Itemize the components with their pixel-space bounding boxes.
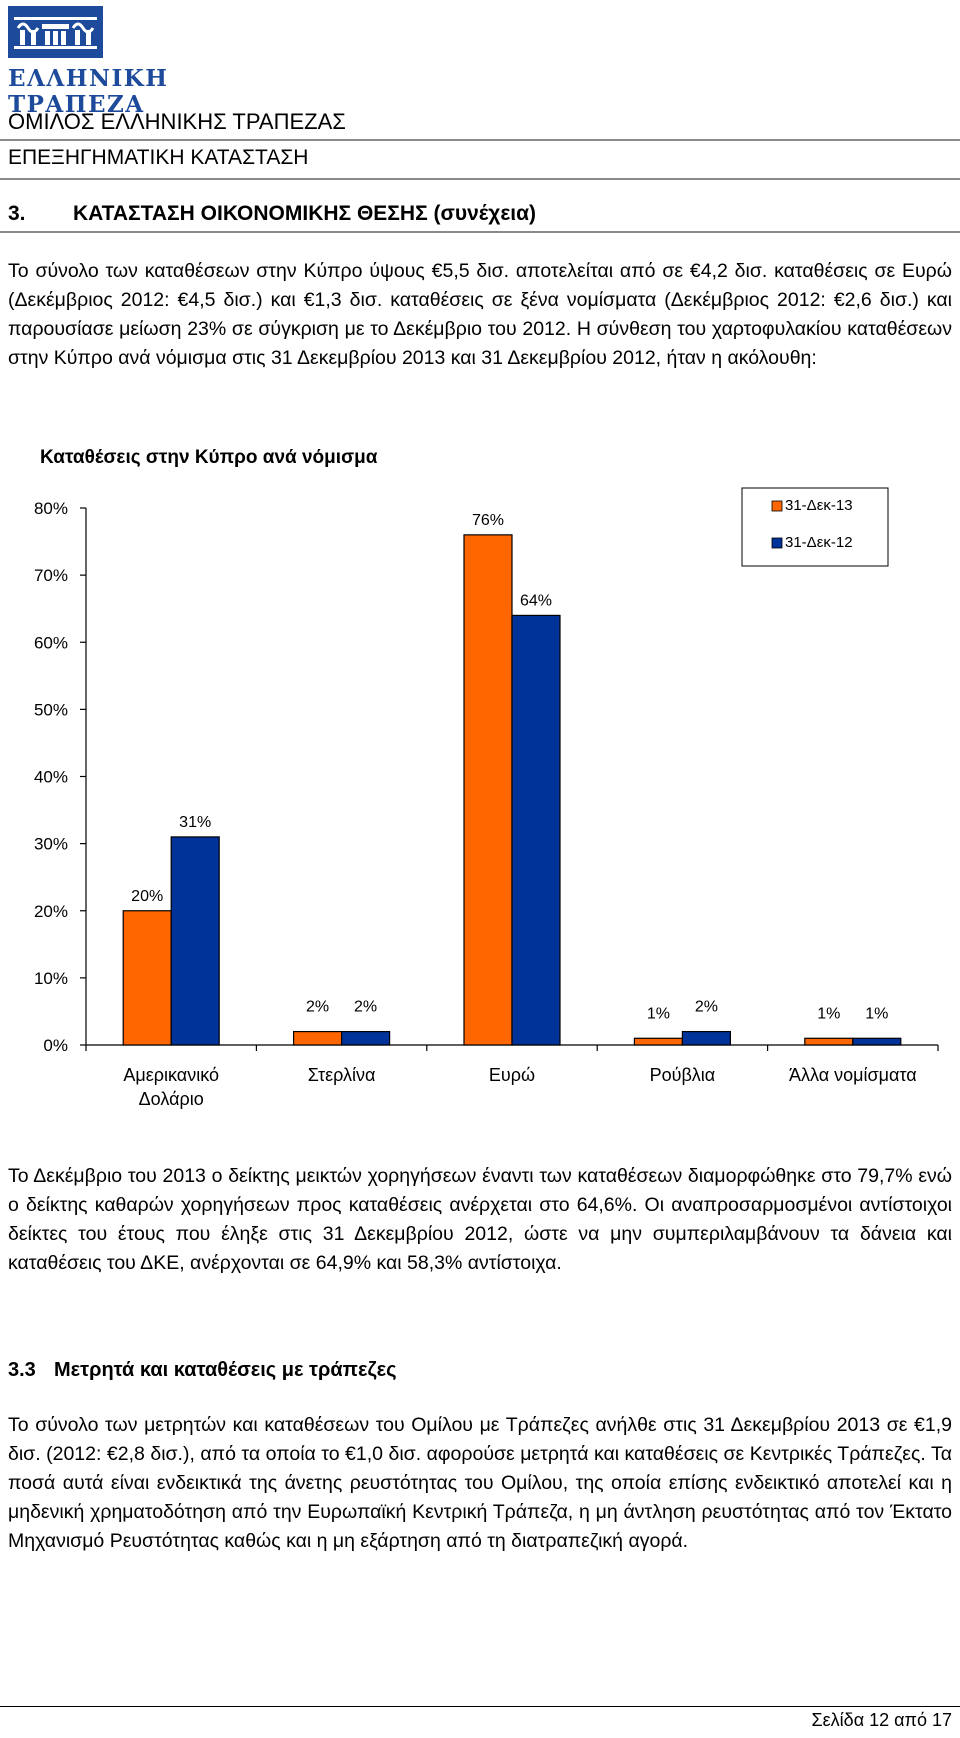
bar-dec13 [122,910,172,1046]
bar-dec12 [170,836,220,1046]
header-divider-bottom [0,178,960,180]
section-number: 3. [8,202,26,225]
y-tick-label: 70% [34,566,68,585]
bar-dec13 [463,534,513,1046]
data-label: 76% [472,512,504,529]
y-tick-label: 50% [34,700,68,719]
legend-swatch [771,537,783,549]
bank-name: ΕΛΛΗΝΙΚΗ ΤΡΑΠΕΖΑ [8,65,169,118]
chart-legend [741,487,889,567]
bar-dec12 [681,1030,732,1046]
legend-label: 31-Δεκ-13 [785,497,853,514]
bar-dec13 [633,1037,684,1046]
legend-label: 31-Δεκ-12 [785,534,853,551]
y-tick-label: 0% [43,1036,68,1055]
subsection-number: 3.3 [8,1359,36,1381]
y-tick-label: 30% [34,835,68,854]
page-number: Σελίδα 12 από 17 [811,1710,952,1730]
subsection-heading: 3.3 Μετρητά και καταθέσεις με τράπεζες [8,1356,397,1384]
data-label: 1% [647,1005,670,1022]
bar-dec12 [511,614,561,1046]
x-category-label: Δολάριο [139,1089,204,1109]
paragraph-cash: Το σύνολο των μετρητών και καταθέσεων το… [8,1414,952,1552]
section-divider [0,231,960,233]
bar-dec13 [293,1030,343,1046]
legend-swatch [771,500,783,512]
data-label: 2% [354,999,377,1016]
paragraph-deposits: Το σύνολο των καταθέσεων στην Κύπρο ύψου… [8,260,952,369]
y-tick-label: 80% [34,499,68,518]
paragraph-loan-ratios: Το Δεκέμβριο του 2013 ο δείκτης μεικτών … [8,1165,952,1274]
data-label: 31% [179,814,211,831]
data-label: 2% [695,999,718,1016]
data-label: 1% [865,1005,888,1022]
section-title: ΚΑΤΑΣΤΑΣΗ ΟΙΚΟΝΟΜΙΚΗΣ ΘΕΣΗΣ (συνέχεια) [73,202,537,225]
y-tick-label: 20% [34,902,68,921]
data-label: 2% [306,999,329,1016]
y-tick-label: 10% [34,969,68,988]
data-label: 20% [131,888,163,905]
deposits-chart-svg: Καταθέσεις στην Κύπρο ανά νόμισμα 0% 10% 20… [34,447,939,1109]
header-divider-top [0,139,960,141]
subsection-title: Μετρητά και καταθέσεις με τράπεζες [54,1359,397,1381]
y-tick-label: 40% [34,768,68,787]
footer-divider [0,1706,960,1707]
deposits-chart: Καταθέσεις στην Κύπρο ανά νόμισμα 0% 10% 20… [0,425,960,1125]
data-label: 64% [520,592,552,609]
x-category-label: Αμερικανικό [123,1065,219,1085]
x-category-label: Άλλα νομίσματα [789,1065,917,1085]
report-title: ΕΠΕΞΗΓΗΜΑΤΙΚΗ ΚΑΤΑΣΤΑΣΗ [8,146,309,169]
bar-dec12 [341,1030,391,1046]
group-title: ΟΜΙΛΟΣ ΕΛΛΗΝΙΚΗΣ ΤΡΑΠΕΖΑΣ [8,109,346,134]
chart-title: Καταθέσεις στην Κύπρο ανά νόμισμα [40,447,378,468]
bank-logo [8,6,103,58]
x-category-label: Ρούβλια [650,1065,716,1085]
bar-dec13 [804,1037,854,1046]
data-label: 1% [817,1005,840,1022]
y-tick-label: 60% [34,633,68,652]
x-category-label: Στερλίνα [308,1065,376,1085]
section-heading: 3. ΚΑΤΑΣΤΑΣΗ ΟΙΚΟΝΟΜΙΚΗΣ ΘΕΣΗΣ (συνέχεια) [8,200,536,228]
x-category-label: Ευρώ [489,1065,535,1085]
bar-dec12 [852,1037,902,1046]
